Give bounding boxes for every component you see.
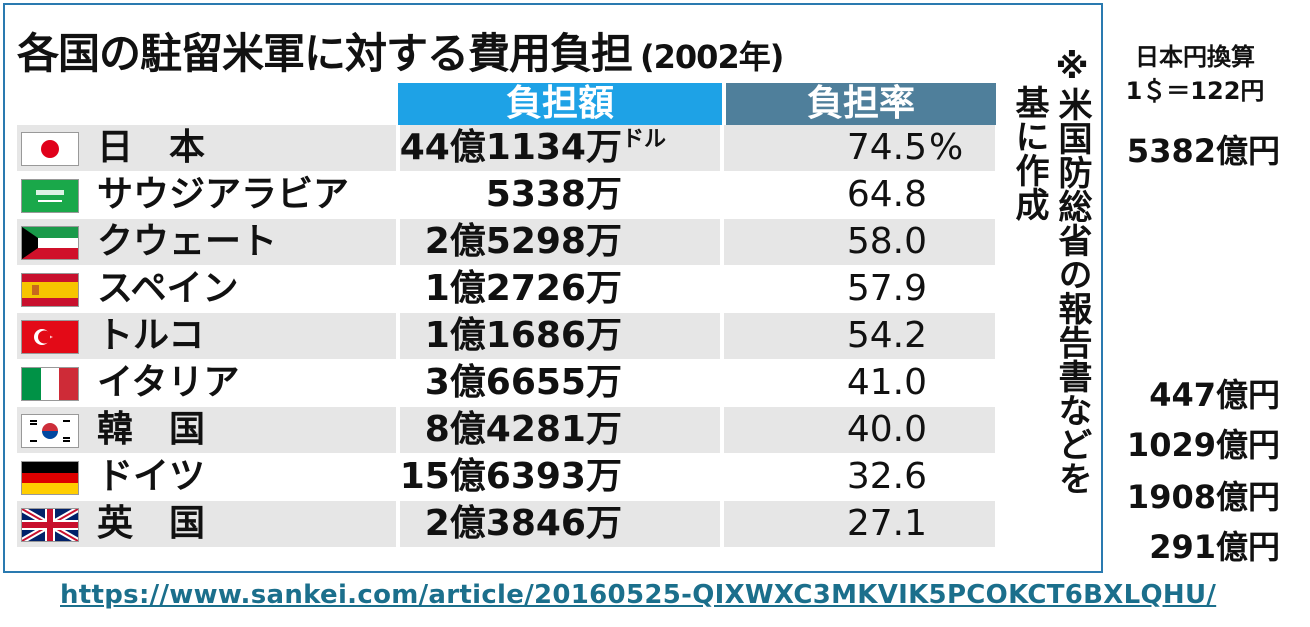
table-row: 英 国 2億3846万ドル 27.1 bbox=[17, 501, 995, 547]
rate-value: 40.0 bbox=[846, 409, 927, 450]
amount-unit: ドル bbox=[621, 127, 666, 152]
conversion-note: 日本円換算 1＄＝122円 bbox=[1120, 40, 1270, 108]
column-divider bbox=[720, 125, 724, 549]
rate-cell: 27.1 bbox=[817, 501, 927, 547]
yen-japan: 5382億円 bbox=[1126, 132, 1280, 170]
yen-italy: 447億円 bbox=[1149, 376, 1280, 414]
title-year: (2002年) bbox=[640, 38, 784, 76]
yen-korea: 1029億円 bbox=[1126, 426, 1280, 464]
source-note: ※米国防総省の報告書などを bbox=[1052, 47, 1092, 495]
country-name: トルコ bbox=[97, 315, 205, 356]
rate-value: 58.0 bbox=[846, 221, 927, 262]
amount-value: 2億5298万 bbox=[424, 221, 622, 262]
country-name: スペイン bbox=[97, 268, 239, 309]
amount-cell: 1億2726万ドル bbox=[398, 266, 666, 312]
rate-value: 64.8 bbox=[846, 174, 927, 215]
rate-cell: 57.9 bbox=[817, 266, 927, 312]
amount-cell: 8億4281万ドル bbox=[398, 407, 666, 453]
column-divider bbox=[396, 125, 400, 549]
percent-sign: % bbox=[929, 127, 964, 168]
conversion-rate: 1＄＝122円 bbox=[1125, 77, 1265, 105]
table-row: トルコ 1億1686万ドル 54.2 bbox=[17, 313, 995, 359]
kuwait-flag-icon bbox=[21, 226, 79, 260]
amount-cell: 3億6655万ドル bbox=[398, 360, 666, 406]
table-row: 韓 国 8億4281万ドル 40.0 bbox=[17, 407, 995, 453]
japan-flag-icon bbox=[21, 132, 79, 166]
header-rate: 負担率 bbox=[726, 83, 996, 125]
table-row: イタリア 3億6655万ドル 41.0 bbox=[17, 360, 995, 406]
korea-flag-icon bbox=[21, 414, 79, 448]
amount-value: 3億6655万 bbox=[424, 362, 622, 403]
rate-cell: 64.8 bbox=[817, 172, 927, 218]
amount-cell: 2億5298万ドル bbox=[398, 219, 666, 265]
table-row: スペイン 1億2726万ドル 57.9 bbox=[17, 266, 995, 312]
country-name: ドイツ bbox=[97, 456, 206, 497]
rate-cell: 40.0 bbox=[817, 407, 927, 453]
table-row: クウェート 2億5298万ドル 58.0 bbox=[17, 219, 995, 265]
italy-flag-icon bbox=[21, 367, 79, 401]
rate-cell: 74.5% bbox=[817, 125, 963, 171]
amount-cell: 15億6393万ドル bbox=[398, 454, 666, 500]
rate-value: 54.2 bbox=[846, 315, 927, 356]
table-row: 日 本 44億1134万ドル 74.5% bbox=[17, 125, 995, 171]
amount-cell: 2億3846万ドル bbox=[398, 501, 666, 547]
amount-value: 2億3846万 bbox=[424, 503, 622, 544]
rate-cell: 58.0 bbox=[817, 219, 927, 265]
amount-value: 1億1686万 bbox=[424, 315, 622, 356]
country-name: 日 本 bbox=[97, 127, 206, 168]
yen-uk: 291億円 bbox=[1149, 528, 1280, 566]
amount-cell: 1億1686万ドル bbox=[398, 313, 666, 359]
country-name: 韓 国 bbox=[97, 409, 206, 450]
amount-value: 44億1134万 bbox=[399, 127, 622, 168]
source-link[interactable]: https://www.sankei.com/article/20160525-… bbox=[60, 580, 1217, 610]
yen-germany: 1908億円 bbox=[1126, 478, 1280, 516]
title-text: 各国の駐留米軍に対する費用負担 bbox=[17, 29, 633, 78]
country-name: イタリア bbox=[97, 362, 240, 403]
table-row: ドイツ 15億6393万ドル 32.6 bbox=[17, 454, 995, 500]
amount-value: 1億2726万 bbox=[424, 268, 622, 309]
conversion-title: 日本円換算 bbox=[1135, 43, 1255, 71]
amount-value: 8億4281万 bbox=[424, 409, 622, 450]
amount-cell: 44億1134万ドル bbox=[398, 125, 666, 171]
saudi-arabia-flag-icon bbox=[21, 179, 79, 213]
germany-flag-icon bbox=[21, 461, 79, 495]
rate-value: 27.1 bbox=[846, 503, 927, 544]
amount-value: 5338万 bbox=[485, 174, 622, 215]
header-amount: 負担額 bbox=[398, 83, 722, 125]
turkey-flag-icon bbox=[21, 320, 79, 354]
rate-value: 57.9 bbox=[846, 268, 927, 309]
spain-flag-icon bbox=[21, 273, 79, 307]
country-name: 英 国 bbox=[97, 503, 206, 544]
table-row: サウジアラビア 5338万ドル 64.8 bbox=[17, 172, 995, 218]
rate-value: 32.6 bbox=[846, 456, 927, 497]
rate-value: 41.0 bbox=[846, 362, 927, 403]
rate-cell: 54.2 bbox=[817, 313, 927, 359]
amount-value: 15億6393万 bbox=[399, 456, 622, 497]
amount-cell: 5338万ドル bbox=[398, 172, 666, 218]
country-name: サウジアラビア bbox=[97, 174, 350, 215]
rate-value: 74.5 bbox=[846, 127, 927, 168]
uk-flag-icon bbox=[21, 508, 79, 542]
infographic-frame: 各国の駐留米軍に対する費用負担 (2002年) 負担額 負担率 日 本 44億113… bbox=[3, 3, 1103, 573]
rate-cell: 41.0 bbox=[817, 360, 927, 406]
source-note-sub: 基に作成 bbox=[1009, 85, 1049, 221]
rate-cell: 32.6 bbox=[817, 454, 927, 500]
country-name: クウェート bbox=[97, 221, 278, 262]
page-title: 各国の駐留米軍に対する費用負担 (2002年) bbox=[17, 27, 784, 81]
